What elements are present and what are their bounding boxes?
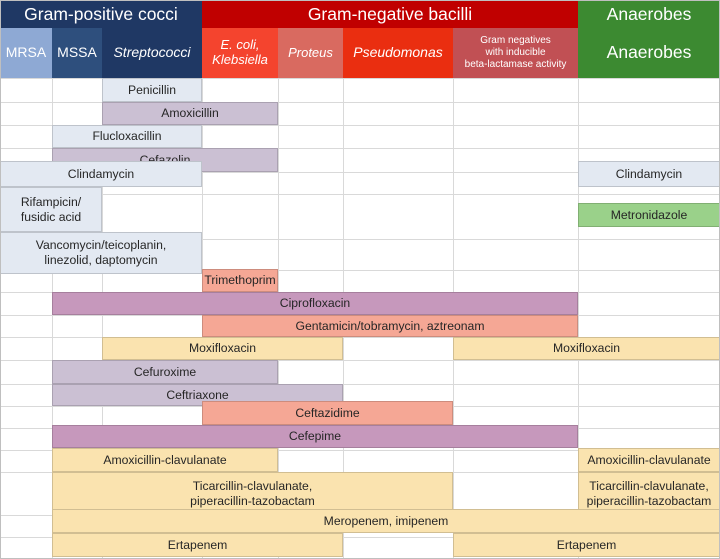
column-header-streptococci[interactable]: Streptococci [102, 28, 202, 78]
drug-bar-cefepime[interactable]: Cefepime [52, 425, 578, 448]
grid-hline [0, 78, 720, 79]
drug-bar-ciprofloxacin[interactable]: Ciprofloxacin [52, 292, 578, 315]
grid-hline [0, 194, 720, 195]
grid-hline [0, 337, 720, 338]
drug-bar-moxifloxacin[interactable]: Moxifloxacin [453, 337, 720, 360]
drug-bar-ceftazidime[interactable]: Ceftazidime [202, 401, 453, 425]
drug-bar-amoxicillin-clavulanate[interactable]: Amoxicillin-clavulanate [52, 448, 278, 472]
column-header-mssa[interactable]: MSSA [52, 28, 102, 78]
grid-hline [0, 148, 720, 149]
grid-hline [0, 239, 720, 240]
drug-bar-ticarcillin-clavulanate-piperacillin-tazobactam[interactable]: Ticarcillin-clavulanate, piperacillin-taz… [578, 472, 720, 515]
drug-bar-amoxicillin-clavulanate[interactable]: Amoxicillin-clavulanate [578, 448, 720, 472]
grid-hline [0, 450, 720, 451]
column-header-gram-negatives-with-inducible-beta-lactamase-activity[interactable]: Gram negatives with inducible beta-lactama… [453, 28, 578, 78]
column-header-anaerobes[interactable]: Anaerobes [578, 28, 720, 78]
drug-bar-clindamycin[interactable]: Clindamycin [578, 161, 720, 187]
drug-bar-ceftriaxone[interactable]: Ceftriaxone [52, 384, 343, 406]
grid-hline [0, 172, 720, 173]
grid-hline [0, 537, 720, 538]
drug-bar-gentamicin-tobramycin-aztreonam[interactable]: Gentamicin/tobramycin, aztreonam [202, 315, 578, 337]
drug-bar-cefuroxime[interactable]: Cefuroxime [52, 360, 278, 384]
drug-bar-moxifloxacin[interactable]: Moxifloxacin [102, 337, 343, 360]
column-header-mrsa[interactable]: MRSA [0, 28, 52, 78]
grid-hline [0, 125, 720, 126]
group-header-anaerobes: Anaerobes [578, 0, 720, 28]
drug-bar-ertapenem[interactable]: Ertapenem [52, 533, 343, 557]
grid-vline [578, 78, 579, 559]
drug-bar-amoxicillin[interactable]: Amoxicillin [102, 102, 278, 125]
group-header-gram-negative-bacilli: Gram-negative bacilli [202, 0, 578, 28]
column-header-e-coli-klebsiella[interactable]: E. coli, Klebsiella [202, 28, 278, 78]
drug-bar-penicillin[interactable]: Penicillin [102, 78, 202, 102]
column-header-pseudomonas[interactable]: Pseudomonas [343, 28, 453, 78]
drug-bar-meropenem-imipenem[interactable]: Meropenem, imipenem [52, 509, 720, 533]
drug-bar-clindamycin[interactable]: Clindamycin [0, 161, 202, 187]
drug-bar-flucloxacillin[interactable]: Flucloxacillin [52, 125, 202, 148]
drug-bar-rifampicin-fusidic-acid[interactable]: Rifampicin/fusidic acid [0, 187, 102, 232]
grid-vline [102, 78, 103, 559]
grid-hline [0, 270, 720, 271]
drug-bar-ticarcillin-clavulanate-piperacillin-tazobactam[interactable]: Ticarcillin-clavulanate, piperacillin-taz… [52, 472, 453, 515]
drug-bar-ertapenem[interactable]: Ertapenem [453, 533, 720, 557]
group-header-gram-positive-cocci: Gram-positive cocci [0, 0, 202, 28]
grid-hline [0, 384, 720, 385]
grid-hline [0, 360, 720, 361]
grid-hline [0, 102, 720, 103]
drug-bar-trimethoprim[interactable]: Trimethoprim [202, 269, 278, 292]
drug-bar-vancomycin-teicoplanin-linezolid-daptomycin[interactable]: Vancomycin/teicoplanin, linezolid, daptom… [0, 232, 202, 274]
column-header-proteus[interactable]: Proteus [278, 28, 343, 78]
grid-vline [52, 78, 53, 559]
drug-bar-metronidazole[interactable]: Metronidazole [578, 203, 720, 227]
